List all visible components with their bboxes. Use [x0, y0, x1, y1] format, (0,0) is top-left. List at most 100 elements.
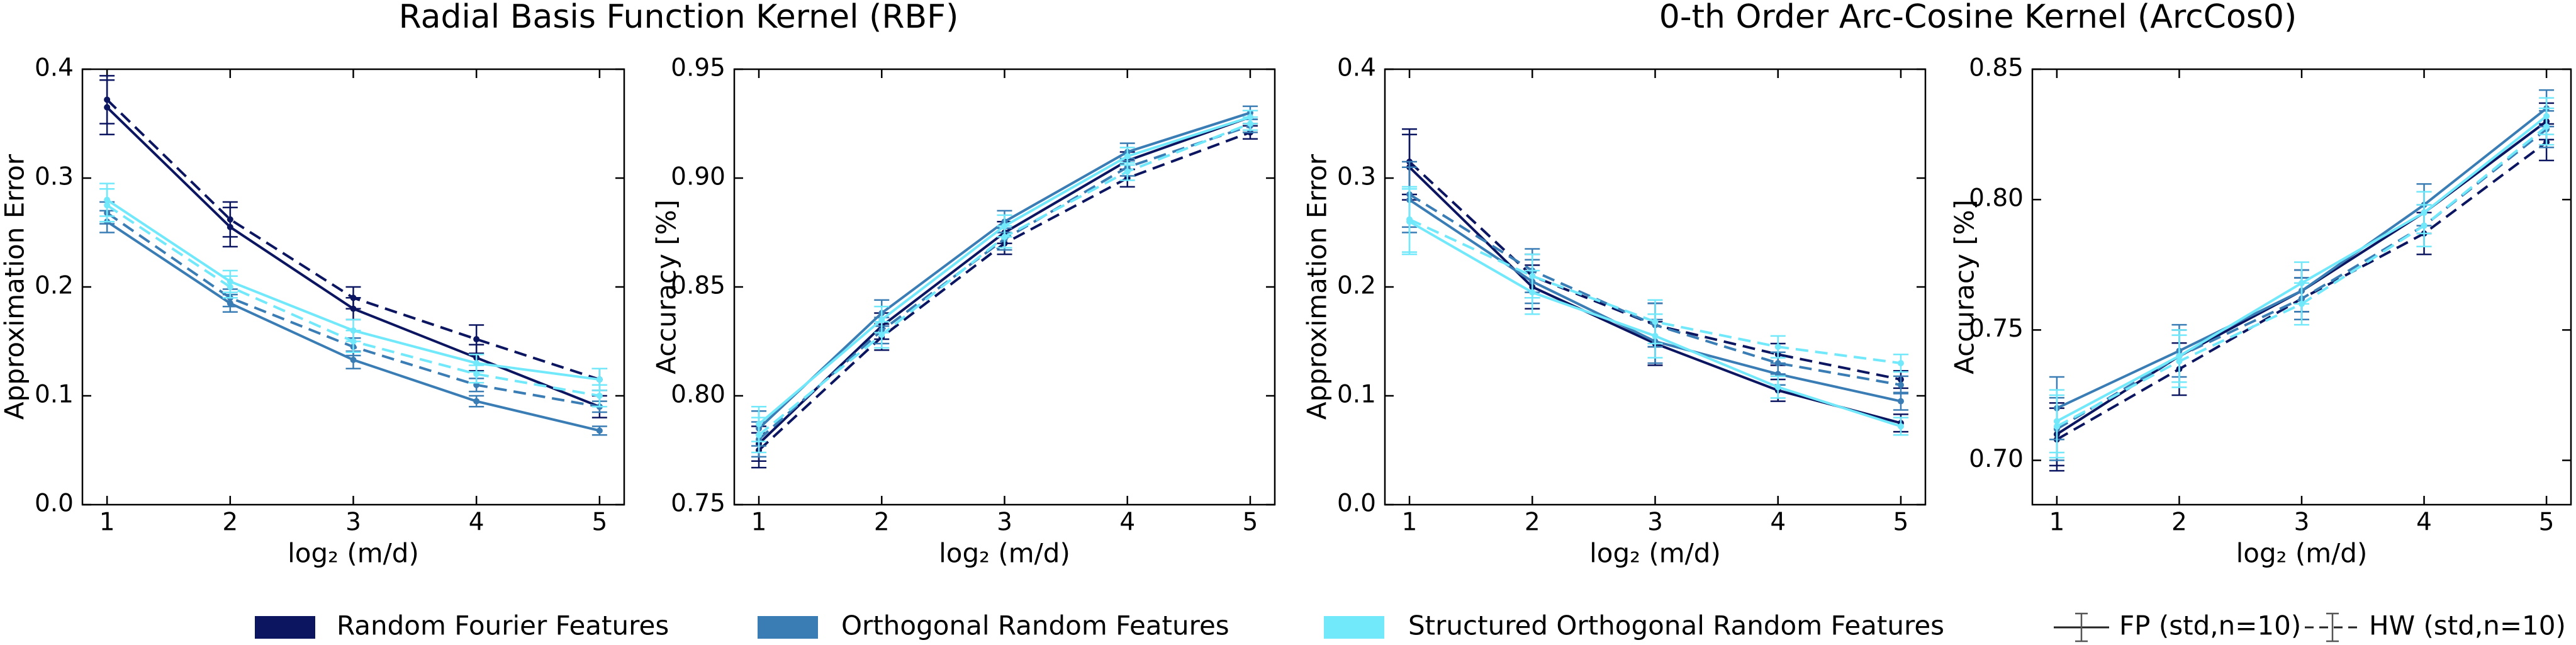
point: [1897, 398, 1904, 405]
point: [1774, 384, 1781, 391]
legend-swatch: [758, 616, 818, 639]
x-tick-label: 2: [1525, 508, 1540, 537]
y-tick-label: 0.75: [1969, 315, 2024, 343]
x-tick-label: 1: [99, 508, 115, 537]
series-line: [758, 131, 1251, 451]
y-tick-label: 0.2: [35, 272, 74, 300]
point: [104, 96, 111, 103]
x-tick-label: 4: [469, 508, 484, 537]
y-tick-label: 0.80: [671, 381, 725, 409]
point: [1774, 360, 1781, 367]
y-tick-label: 0.0: [35, 490, 74, 518]
y-tick-label: 0.0: [1337, 490, 1376, 518]
x-tick-label: 3: [997, 508, 1012, 537]
point: [350, 356, 357, 363]
point: [1529, 272, 1536, 279]
x-tick-label: 5: [1893, 508, 1909, 537]
x-tick-label: 2: [2171, 508, 2187, 537]
legend-label: Random Fourier Features: [337, 610, 669, 641]
point: [473, 371, 480, 378]
y-tick-label: 0.3: [1337, 163, 1376, 191]
x-tick-label: 3: [2294, 508, 2310, 537]
point: [227, 284, 233, 290]
point: [1897, 360, 1904, 367]
point: [1124, 168, 1131, 175]
x-tick-label: 3: [345, 508, 361, 537]
y-tick-label: 0.4: [1337, 54, 1376, 82]
x-tick-label: 1: [2049, 508, 2064, 537]
y-tick-label: 0.1: [35, 381, 74, 409]
point: [596, 427, 603, 434]
series-line: [758, 125, 1251, 440]
x-axis-label: log₂ (m/d): [1589, 538, 1721, 569]
point: [2543, 123, 2550, 130]
series-line: [758, 122, 1251, 436]
point: [473, 398, 480, 405]
x-axis-label: log₂ (m/d): [288, 538, 419, 569]
x-tick-label: 5: [1243, 508, 1258, 537]
x-axis-label: log₂ (m/d): [939, 538, 1070, 569]
point: [104, 202, 111, 209]
y-axis-label: Accuracy [%]: [651, 199, 682, 374]
x-tick-label: 4: [1119, 508, 1135, 537]
point: [1246, 120, 1253, 127]
point: [350, 294, 357, 301]
legend-swatch: [1324, 616, 1384, 639]
point: [2299, 300, 2305, 307]
point: [227, 216, 233, 223]
point: [2421, 222, 2428, 229]
y-tick-label: 0.1: [1337, 381, 1376, 409]
y-tick-label: 0.85: [1969, 54, 2024, 82]
point: [2053, 423, 2060, 430]
x-tick-label: 1: [1402, 508, 1418, 537]
x-tick-label: 3: [1647, 508, 1663, 537]
point: [1897, 423, 1904, 430]
series-line: [2056, 107, 2548, 410]
legend-label: HW (std,n=10): [2369, 610, 2566, 641]
x-tick-label: 4: [1770, 508, 1786, 537]
point: [1001, 233, 1008, 240]
series-line: [758, 116, 1251, 445]
y-tick-label: 0.3: [35, 163, 74, 191]
y-tick-label: 0.85: [671, 272, 725, 300]
point: [1774, 344, 1781, 351]
plot-frame: [1384, 68, 1927, 506]
legend-swatch: [255, 616, 315, 639]
legend-label: FP (std,n=10): [2119, 610, 2301, 641]
point: [596, 393, 603, 399]
y-axis-label: Approximation Error: [1302, 154, 1333, 420]
point: [1652, 318, 1659, 325]
y-tick-label: 0.90: [671, 163, 725, 191]
x-tick-label: 2: [874, 508, 890, 537]
x-tick-label: 5: [591, 508, 607, 537]
y-tick-label: 0.75: [671, 490, 725, 518]
y-tick-label: 0.70: [1969, 445, 2024, 473]
point: [878, 332, 885, 339]
suptitle: 0-th Order Arc-Cosine Kernel (ArcCos0): [1659, 0, 2297, 36]
y-tick-label: 0.4: [35, 54, 74, 82]
x-axis-label: log₂ (m/d): [2236, 538, 2368, 569]
point: [596, 376, 603, 383]
legend-label: Structured Orthogonal Random Features: [1408, 610, 1944, 641]
series-line: [758, 116, 1251, 425]
point: [1897, 381, 1904, 388]
point: [2176, 358, 2183, 365]
suptitle: Radial Basis Function Kernel (RBF): [399, 0, 959, 36]
x-tick-label: 2: [222, 508, 238, 537]
point: [350, 338, 357, 345]
point: [473, 336, 480, 343]
y-axis-label: Approximation Error: [0, 154, 30, 420]
y-tick-label: 0.2: [1337, 272, 1376, 300]
point: [1124, 153, 1131, 160]
series-line: [1409, 218, 1901, 365]
x-tick-label: 4: [2416, 508, 2432, 537]
x-tick-label: 1: [751, 508, 767, 537]
point: [756, 432, 763, 439]
x-tick-label: 5: [2539, 508, 2555, 537]
legend-label: Orthogonal Random Features: [841, 610, 1229, 641]
y-axis-label: Accuracy [%]: [1949, 199, 1980, 374]
point: [1406, 216, 1413, 223]
y-tick-label: 0.95: [671, 54, 725, 82]
y-tick-label: 0.80: [1969, 184, 2024, 213]
